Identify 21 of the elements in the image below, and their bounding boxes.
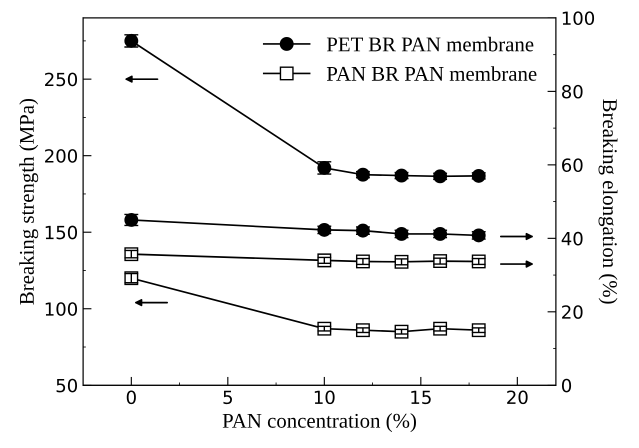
x-tick-label: 15 <box>411 390 431 404</box>
x-tick-label: 0 <box>126 390 136 404</box>
y2-tick-label: 20 <box>562 305 583 319</box>
y-tick-label: 250 <box>45 72 78 86</box>
y2-tick-label: 100 <box>562 11 594 26</box>
y2-tick-label: 40 <box>562 232 583 246</box>
y2-tick-label: 60 <box>562 158 583 172</box>
y2-tick-label: 0 <box>562 378 572 392</box>
x-axis-title: PAN concentration (%) <box>222 413 416 432</box>
y-axis-title: Breaking strength (MPa) <box>19 98 38 305</box>
legend-label: PET BR PAN membrane <box>326 36 534 52</box>
legend-label: PAN BR PAN membrane <box>326 66 536 81</box>
y2-tick-label: 80 <box>562 84 583 99</box>
y-tick-label: 50 <box>56 378 78 392</box>
y-tick-label: 200 <box>45 149 78 163</box>
x-tick-label: 10 <box>314 390 335 404</box>
y-tick-label: 150 <box>46 226 78 240</box>
x-tick-label: 20 <box>507 390 528 404</box>
y-tick-label: 100 <box>46 302 78 316</box>
x-tick-label: 5 <box>223 390 232 404</box>
y2-axis-title: Breaking elongation (%) <box>598 99 618 304</box>
